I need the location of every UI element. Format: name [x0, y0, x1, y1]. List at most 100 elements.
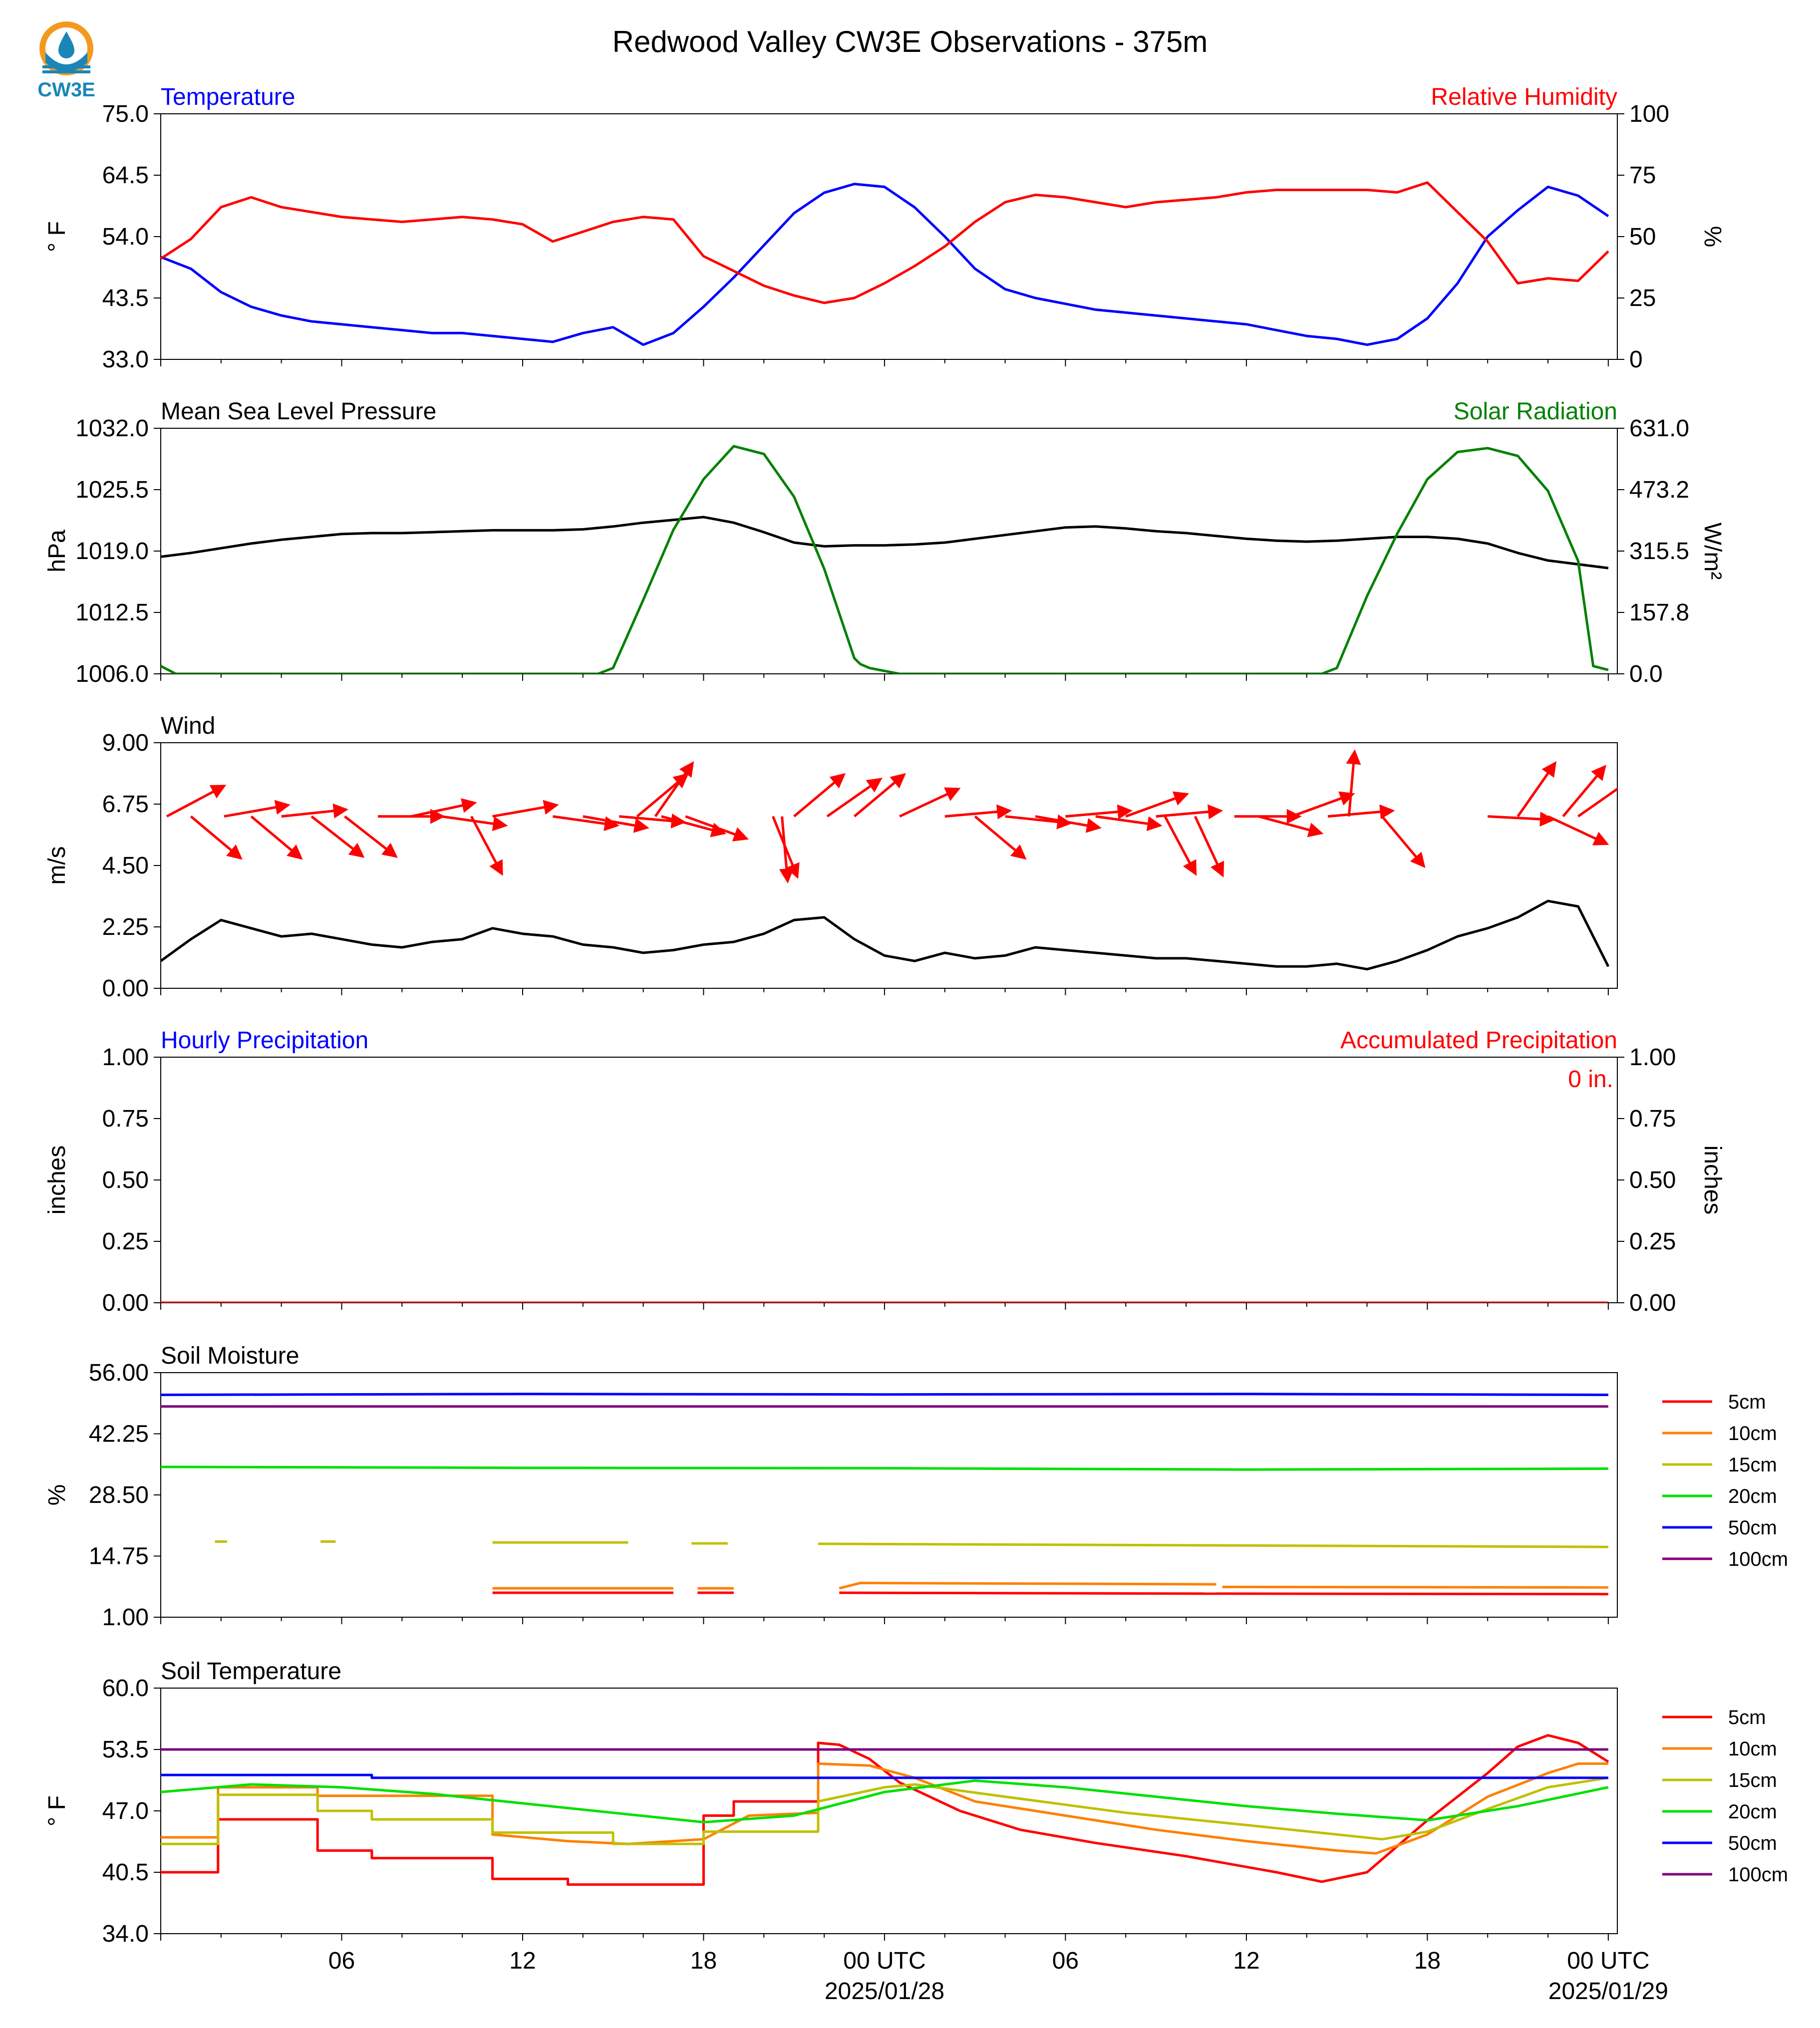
cw3e-logo: CW3E: [27, 17, 107, 102]
plot-frame: [160, 1688, 1618, 1934]
x-tick-label: 18: [690, 1948, 717, 1974]
series-line-Wind: [161, 899, 1610, 971]
y-right-tick-label: 0.00: [1629, 1290, 1676, 1316]
panels: Temperature Relative Humidity 33.0 43.5 54.0…: [44, 84, 1788, 1947]
wind-arrow: [654, 761, 694, 818]
wind-arrow: [1164, 816, 1197, 876]
y-tick-label: 2.25: [102, 914, 149, 940]
y-tick-label: 1.00: [102, 1044, 149, 1071]
y-tick-label: 0.00: [102, 975, 149, 1002]
y-right-tick-label: 25: [1629, 285, 1656, 311]
panel-5: Soil Temperature 34.0 40.5 47.0 53.5 60.0 ° F 5…: [44, 1658, 1788, 1947]
y-right-axis-label: W/m²: [1699, 523, 1726, 580]
panel-title-left: Soil Temperature: [161, 1658, 341, 1685]
y-right-axis-label: inches: [1699, 1146, 1726, 1215]
y-right-tick-label: 473.2: [1629, 477, 1689, 503]
y-tick-label: 53.5: [102, 1737, 149, 1763]
y-axis-label: hPa: [44, 530, 70, 573]
y-tick-label: 1019.0: [75, 538, 149, 565]
wind-arrow: [553, 815, 620, 832]
y-right-tick-label: 0: [1629, 346, 1643, 373]
y-tick-label: 54.0: [102, 224, 149, 250]
y-tick-label: 43.5: [102, 285, 149, 311]
wind-arrow: [190, 815, 243, 860]
wind-arrow: [470, 816, 503, 876]
x-tick-label: 12: [1233, 1948, 1259, 1974]
panel-title-right: Accumulated Precipitation: [1340, 1027, 1617, 1054]
wind-arrow: [1381, 815, 1426, 869]
x-tick-label: 00 UTC: [1567, 1948, 1649, 1974]
y-tick-label: 75.0: [102, 101, 149, 127]
wind-arrow: [310, 815, 365, 858]
y-right-tick-label: 50: [1629, 224, 1656, 250]
series-group: [161, 181, 1609, 346]
y-tick-label: 6.75: [102, 791, 149, 818]
wind-arrow: [853, 773, 906, 818]
series-group: [161, 749, 1617, 971]
y-right-tick-label: 0.0: [1629, 661, 1663, 687]
panel-title-right: Relative Humidity: [1431, 84, 1617, 110]
plot-frame: [160, 113, 1618, 360]
y-right-axis-label: %: [1699, 226, 1726, 248]
series-line-10cm: [161, 1762, 1608, 1855]
series-group: [161, 445, 1609, 674]
legend-label: 15cm: [1728, 1454, 1777, 1476]
legend-label: 10cm: [1728, 1738, 1777, 1760]
wind-arrow: [1035, 815, 1102, 833]
series-line-15cm: [161, 1776, 1609, 1845]
y-right-tick-label: 157.8: [1629, 599, 1689, 626]
y-tick-label: 64.5: [102, 162, 149, 189]
series-line-20cm: [161, 1779, 1609, 1824]
panel-title-left: Mean Sea Level Pressure: [161, 398, 436, 425]
wind-arrow: [1577, 778, 1617, 818]
y-axis-label: ° F: [44, 1795, 70, 1826]
panel-title-right: Solar Radiation: [1454, 398, 1617, 425]
x-axis: 06 12 18 00 UTC 06 12 18 00 UTC 2025/01/28 2025/0…: [328, 1948, 1668, 2005]
series-line-5cm: [161, 1734, 1609, 1886]
panel-title-left: Temperature: [161, 84, 295, 110]
series-line-50cm: [161, 1773, 1608, 1779]
legend-label: 50cm: [1728, 1832, 1777, 1854]
y-tick-label: 56.00: [89, 1360, 149, 1386]
legend-label: 15cm: [1728, 1769, 1777, 1791]
wind-arrow: [583, 815, 649, 833]
y-right-tick-label: 0.75: [1629, 1106, 1676, 1132]
y-right-tick-label: 75: [1629, 162, 1656, 189]
series-line-20cm: [161, 1465, 1608, 1471]
legend-label: 5cm: [1728, 1391, 1766, 1413]
y-tick-label: 0.25: [102, 1228, 149, 1255]
series-line-15cm: [818, 1542, 1608, 1548]
date-label: 2025/01/29: [1548, 1978, 1668, 2005]
y-axis-label: %: [44, 1484, 70, 1506]
wind-arrow: [343, 815, 398, 858]
wind-arrow: [410, 798, 477, 818]
series-line-Relative Humidity: [161, 181, 1609, 304]
wind-arrow: [661, 815, 727, 838]
y-tick-label: 1025.5: [75, 477, 149, 503]
y-right-tick-label: 0.25: [1629, 1228, 1676, 1255]
y-tick-label: 34.0: [102, 1921, 149, 1947]
y-tick-label: 60.0: [102, 1675, 149, 1702]
plot-frame: [160, 1372, 1618, 1618]
series-group: [161, 1393, 1608, 1596]
panel-1: Mean Sea Level Pressure Solar Radiation 10…: [44, 398, 1726, 687]
panel-title-left: Soil Moisture: [161, 1343, 299, 1369]
legend-label: 50cm: [1728, 1517, 1777, 1539]
y-right-tick-label: 315.5: [1629, 538, 1689, 565]
plot-frame: [160, 428, 1618, 674]
figure-title: Redwood Valley CW3E Observations - 375m: [612, 25, 1208, 58]
wind-arrow: [1562, 765, 1607, 818]
wind-arrow: [1125, 791, 1190, 818]
wind-arrow: [1258, 815, 1324, 838]
wind-arrow: [685, 815, 749, 842]
wind-arrow: [1346, 749, 1361, 817]
wind-arrow: [224, 800, 291, 818]
panel-title-left: Hourly Precipitation: [161, 1027, 368, 1054]
wind-arrow: [1005, 814, 1072, 830]
series-group: [161, 1734, 1609, 1886]
panel-0: Temperature Relative Humidity 33.0 43.5 54.0…: [44, 84, 1726, 373]
legend-label: 100cm: [1728, 1864, 1788, 1886]
wind-arrow: [1488, 812, 1555, 827]
y-right-tick-label: 1.00: [1629, 1044, 1676, 1071]
